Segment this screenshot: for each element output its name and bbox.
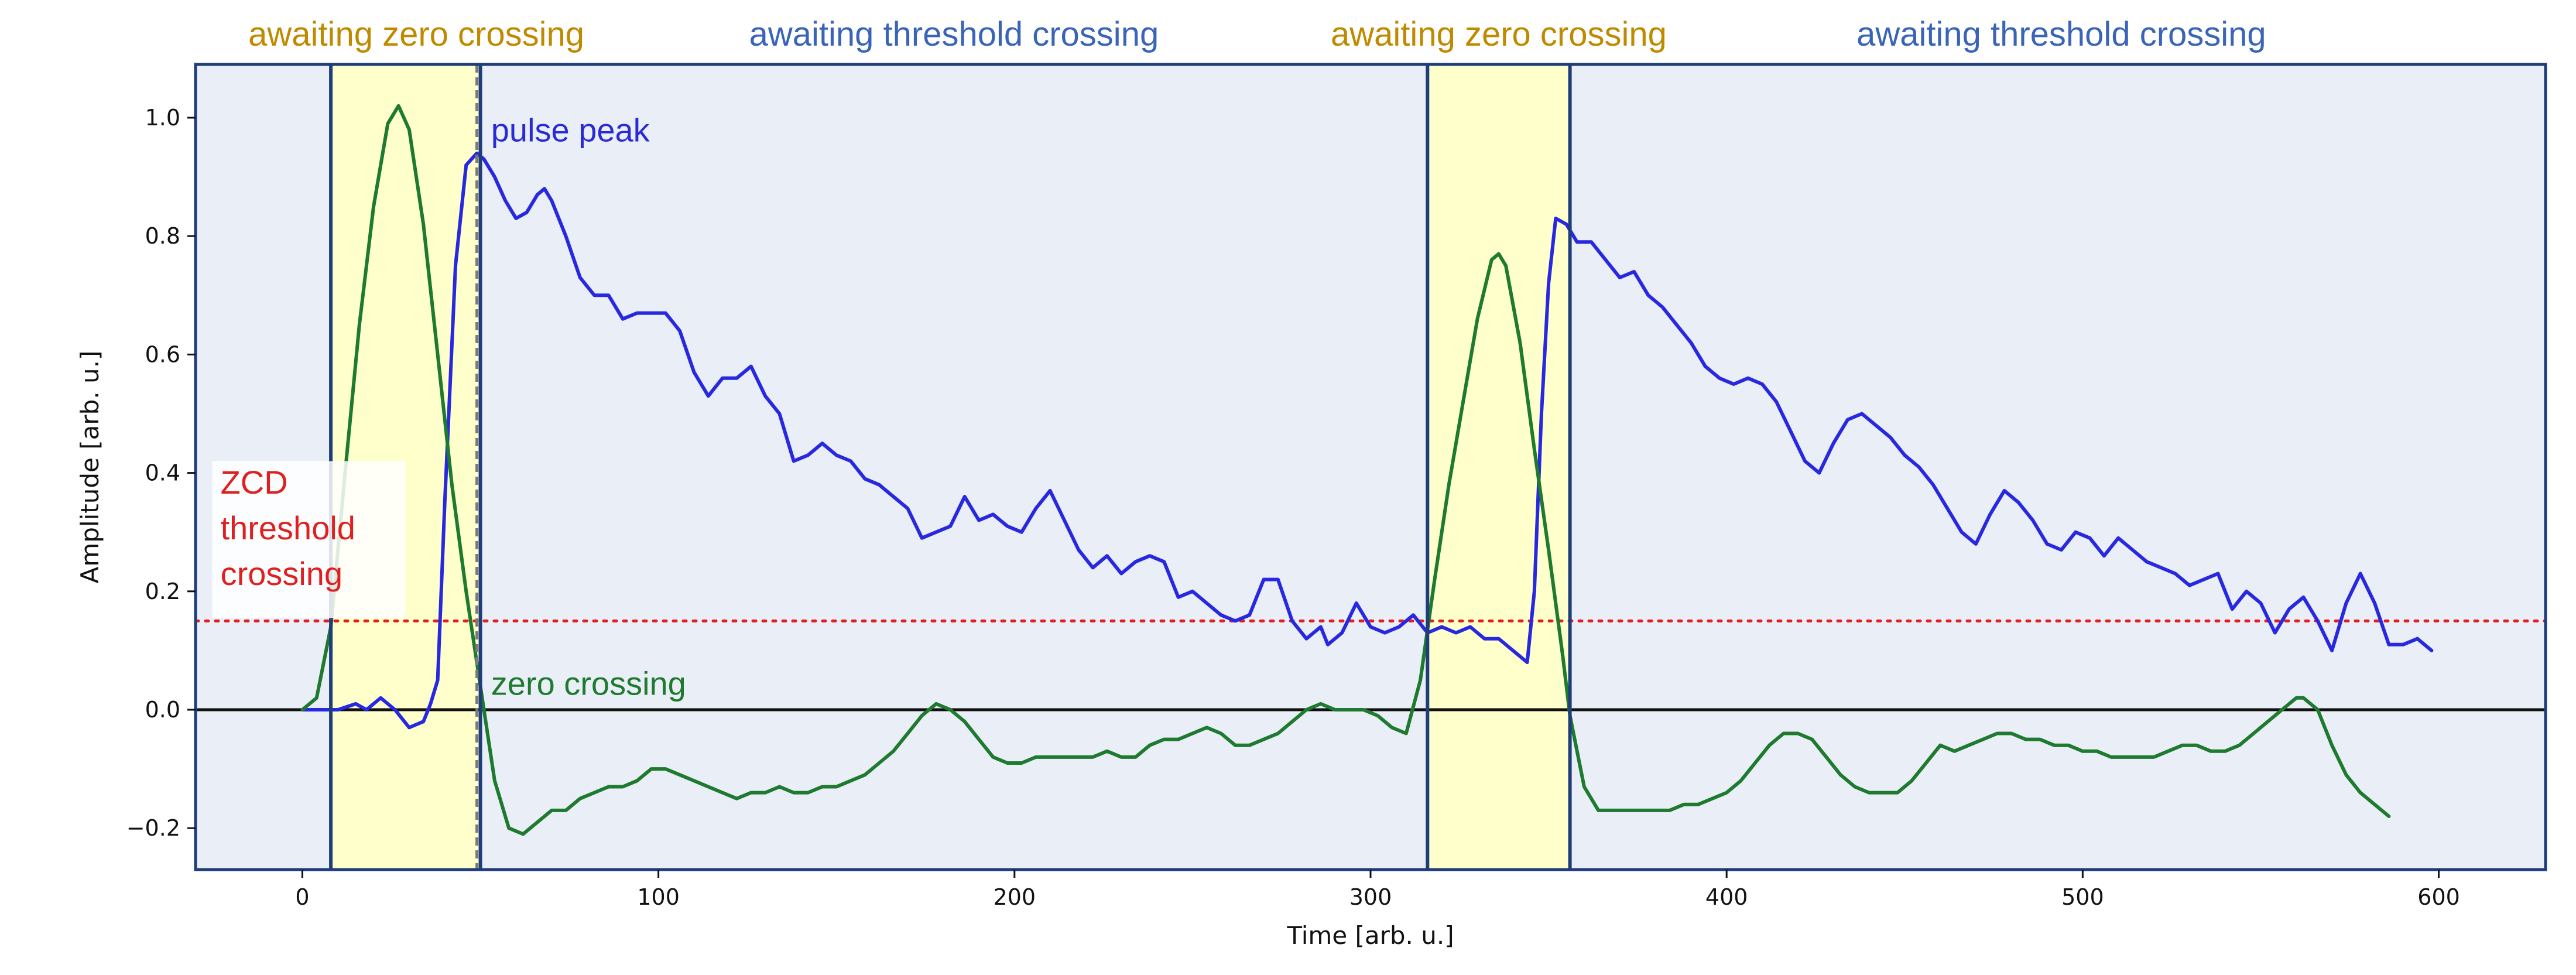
- plot-background: [196, 64, 2546, 870]
- x-tick-label: 500: [2061, 884, 2104, 910]
- zero-crossing-annotation: zero crossing: [491, 665, 686, 702]
- state-label: awaiting threshold crossing: [1856, 15, 2266, 53]
- x-tick-label: 300: [1349, 884, 1392, 910]
- y-tick-label: 1.0: [145, 105, 180, 131]
- y-tick-label: 0.8: [145, 223, 180, 249]
- y-axis-label: Amplitude [arb. u.]: [76, 351, 104, 584]
- zcd-label-box: [212, 461, 406, 618]
- zcd-annotation-line: crossing: [221, 555, 343, 592]
- y-tick-label: 0.6: [145, 341, 180, 367]
- state-label: awaiting zero crossing: [1331, 15, 1667, 53]
- x-tick-label: 400: [1705, 884, 1748, 910]
- x-axis-label: Time [arb. u.]: [1286, 921, 1454, 950]
- x-tick-label: 100: [637, 884, 680, 910]
- state-label: awaiting zero crossing: [248, 15, 584, 53]
- y-tick-label: 0.0: [145, 697, 180, 723]
- y-tick-label: 0.2: [145, 579, 180, 604]
- x-tick-label: 200: [994, 884, 1036, 910]
- state-label: awaiting threshold crossing: [749, 15, 1159, 53]
- series-line-2: [300, 104, 2391, 836]
- awaiting-zero-region: [1427, 64, 1570, 870]
- y-tick-label: 0.4: [145, 460, 180, 486]
- x-tick-label: 600: [2417, 884, 2460, 910]
- zcd-annotation-line: ZCD: [221, 464, 288, 501]
- y-tick-label: −0.2: [126, 815, 180, 841]
- series-line-1: [300, 151, 2434, 730]
- pulse-peak-annotation: pulse peak: [491, 111, 650, 148]
- x-tick-label: 0: [295, 884, 309, 910]
- zcd-annotation-line: threshold: [221, 509, 355, 546]
